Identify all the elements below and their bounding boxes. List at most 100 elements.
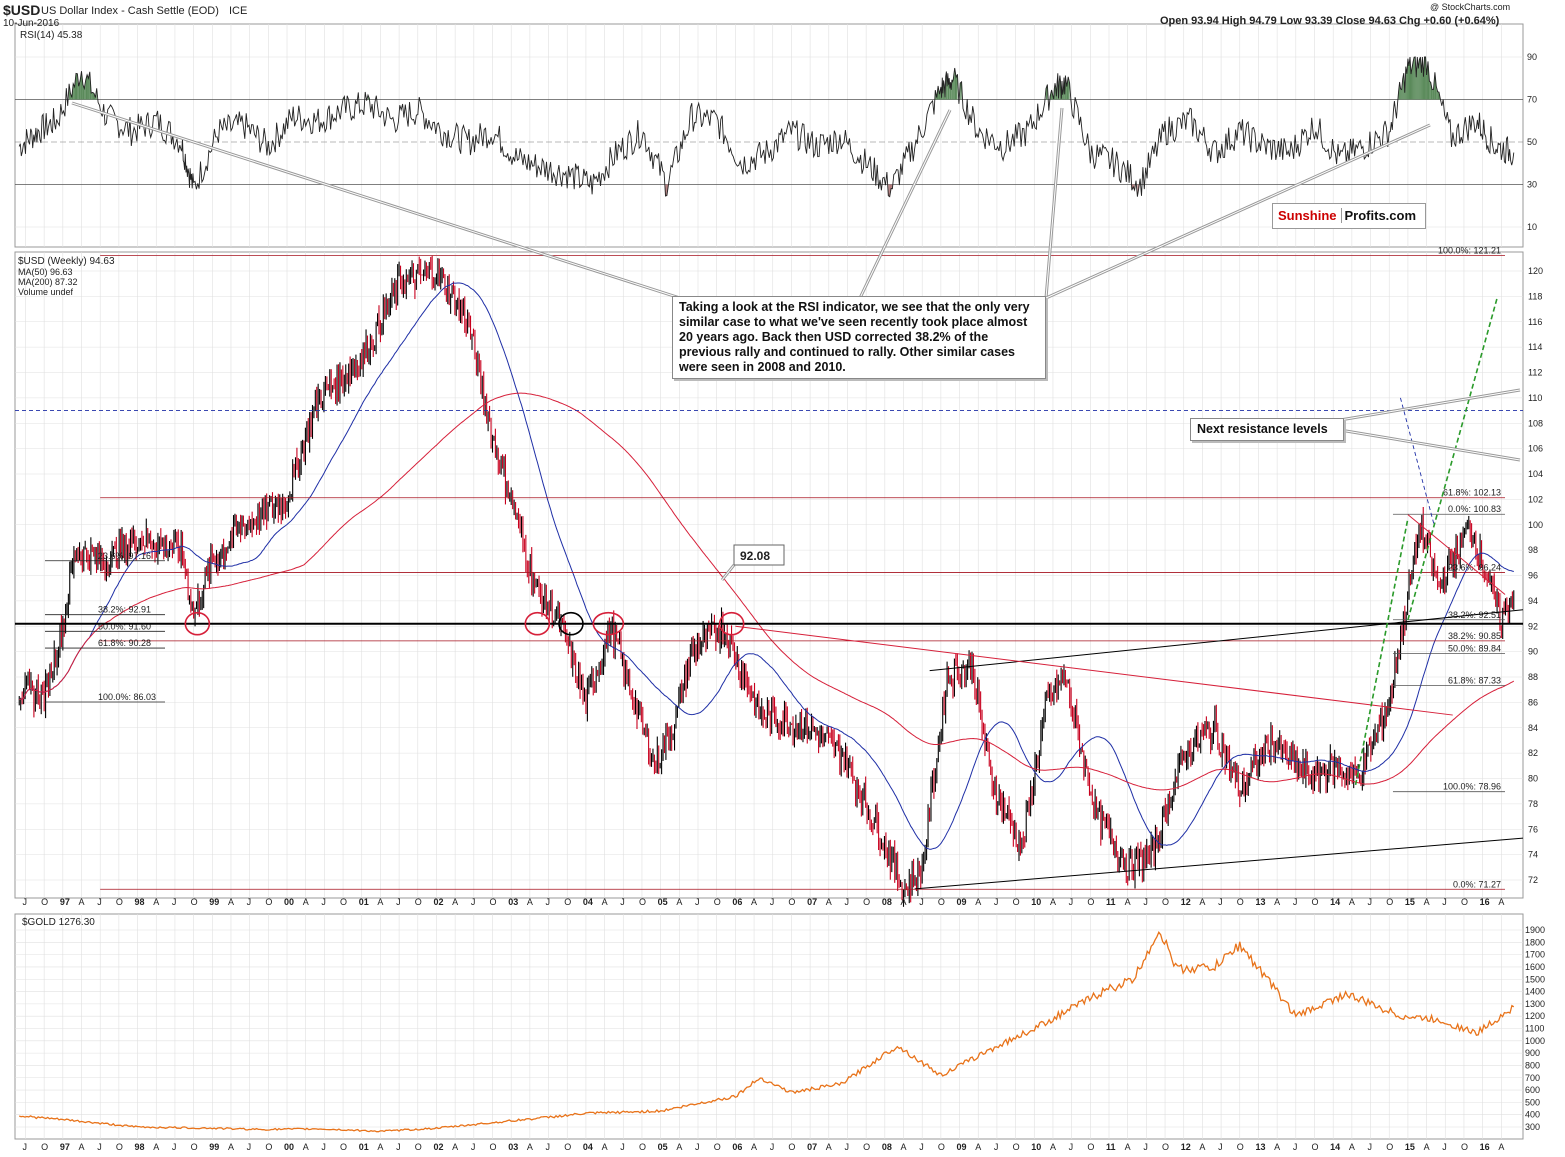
x-tick-label: A [1199, 897, 1205, 907]
x-tick-label: A [676, 897, 682, 907]
price-tick-label: 74 [1528, 850, 1538, 860]
price-tick-label: 94 [1528, 596, 1538, 606]
trend-line-top [929, 609, 1524, 672]
x-tick-label: J [247, 897, 252, 907]
price-tick-label: 112 [1528, 368, 1542, 378]
rsi-overbought-fill [80, 71, 82, 100]
rsi-overbought-fill [91, 92, 93, 100]
x-tick-label: A [751, 1142, 757, 1152]
x-tick-label: J [546, 1142, 551, 1152]
support-touch-circle [184, 611, 211, 636]
fib-label-right: 100.0%: 78.96 [1443, 782, 1501, 792]
rsi-overbought-fill [92, 92, 94, 100]
x-tick-label: A [1050, 1142, 1056, 1152]
fib-label-right: 61.8%: 87.33 [1448, 676, 1501, 686]
rsi-label: RSI(14) 45.38 [20, 30, 83, 41]
x-tick-label: 04 [583, 897, 593, 907]
price-tick-label: 114 [1528, 342, 1542, 352]
x-tick-label: 09 [957, 1142, 967, 1152]
rsi-overbought-fill [1414, 57, 1416, 100]
x-tick-label: A [1199, 1142, 1205, 1152]
rsi-overbought-fill [1436, 86, 1438, 100]
rsi-overbought-fill [1400, 88, 1402, 100]
x-tick-label: A [602, 1142, 608, 1152]
x-tick-label: J [1143, 897, 1148, 907]
x-tick-label: A [153, 1142, 159, 1152]
x-tick-label: O [490, 1142, 497, 1152]
price-tick-label: 78 [1528, 799, 1538, 809]
gold-tick-label: 1600 [1525, 962, 1545, 972]
rsi-tick-label: 70 [1527, 95, 1537, 105]
gold-tick-label: 600 [1525, 1085, 1540, 1095]
x-tick-label: J [1442, 1142, 1447, 1152]
rsi-overbought-fill [952, 79, 954, 100]
x-tick-label: 14 [1330, 897, 1340, 907]
price-tick-label: 84 [1528, 723, 1538, 733]
x-tick-label: O [415, 1142, 422, 1152]
price-tick-label: 104 [1528, 469, 1543, 479]
rsi-overbought-fill [1411, 67, 1413, 100]
x-tick-label: O [265, 897, 272, 907]
rsi-overbought-fill [75, 73, 78, 100]
x-tick-label: 05 [658, 1142, 668, 1152]
fib-label-left: 50.0%: 91.60 [98, 621, 151, 631]
x-tick-label: J [22, 1142, 27, 1152]
trend-line-red-short [1407, 514, 1506, 595]
gold-tick-label: 1800 [1525, 937, 1545, 947]
annotation-rsi: Taking a look at the RSI indicator, we s… [672, 296, 1046, 379]
support-touch-circle [558, 611, 584, 636]
x-tick-label: O [714, 1142, 721, 1152]
chart-title: US Dollar Index - Cash Settle (EOD) [41, 5, 219, 17]
x-tick-label: J [994, 897, 999, 907]
x-tick-label: A [751, 897, 757, 907]
price-tick-label: 106 [1528, 444, 1543, 454]
price-tick-label: 82 [1528, 748, 1538, 758]
x-tick-label: J [1293, 1142, 1298, 1152]
rsi-overbought-fill [87, 74, 89, 100]
x-tick-label: O [714, 897, 721, 907]
fib-label-left: 61.8%: 90.28 [98, 638, 151, 648]
x-tick-label: A [975, 1142, 981, 1152]
x-tick-label: A [303, 1142, 309, 1152]
x-tick-label: 97 [60, 897, 70, 907]
x-tick-label: 06 [732, 1142, 742, 1152]
x-tick-label: A [377, 1142, 383, 1152]
price-tick-label: 102 [1528, 494, 1543, 504]
x-tick-label: J [1368, 1142, 1373, 1152]
x-tick-label: J [919, 897, 924, 907]
rsi-overbought-fill [1408, 57, 1410, 100]
x-tick-label: A [228, 1142, 234, 1152]
x-tick-label: A [452, 1142, 458, 1152]
gold-tick-label: 1900 [1525, 925, 1545, 935]
annotation-pointer [71, 102, 681, 299]
x-tick-label: O [938, 1142, 945, 1152]
x-tick-label: O [340, 897, 347, 907]
x-tick-label: A [1125, 897, 1131, 907]
price-tick-label: 72 [1528, 875, 1538, 885]
trend-line-bottom [914, 837, 1524, 890]
x-tick-label: A [1349, 897, 1355, 907]
x-tick-label: O [1237, 1142, 1244, 1152]
gold-tick-label: 1400 [1525, 987, 1545, 997]
gold-tick-label: 1100 [1525, 1024, 1544, 1034]
x-tick-label: O [1087, 1142, 1094, 1152]
fib-label-left: 38.2%: 92.91 [98, 605, 151, 615]
rsi-oversold-fill [888, 184, 890, 197]
x-tick-label: A [228, 897, 234, 907]
rsi-overbought-fill [1432, 89, 1434, 100]
rsi-overbought-fill [1426, 61, 1428, 100]
rsi-tick-label: 50 [1527, 137, 1537, 147]
gold-tick-label: 1500 [1525, 974, 1545, 984]
x-tick-label: A [527, 897, 533, 907]
rsi-overbought-fill [1418, 59, 1420, 100]
rsi-overbought-fill [1419, 57, 1421, 100]
rsi-overbought-fill [1405, 66, 1407, 100]
x-tick-label: J [1368, 897, 1373, 907]
x-tick-label: 15 [1405, 897, 1415, 907]
x-tick-label: 03 [508, 897, 518, 907]
gold-panel [14, 913, 1524, 1140]
annotation-pointer [1045, 107, 1063, 299]
x-tick-label: O [1312, 1142, 1319, 1152]
x-tick-label: A [1349, 1142, 1355, 1152]
x-tick-label: A [1274, 1142, 1280, 1152]
